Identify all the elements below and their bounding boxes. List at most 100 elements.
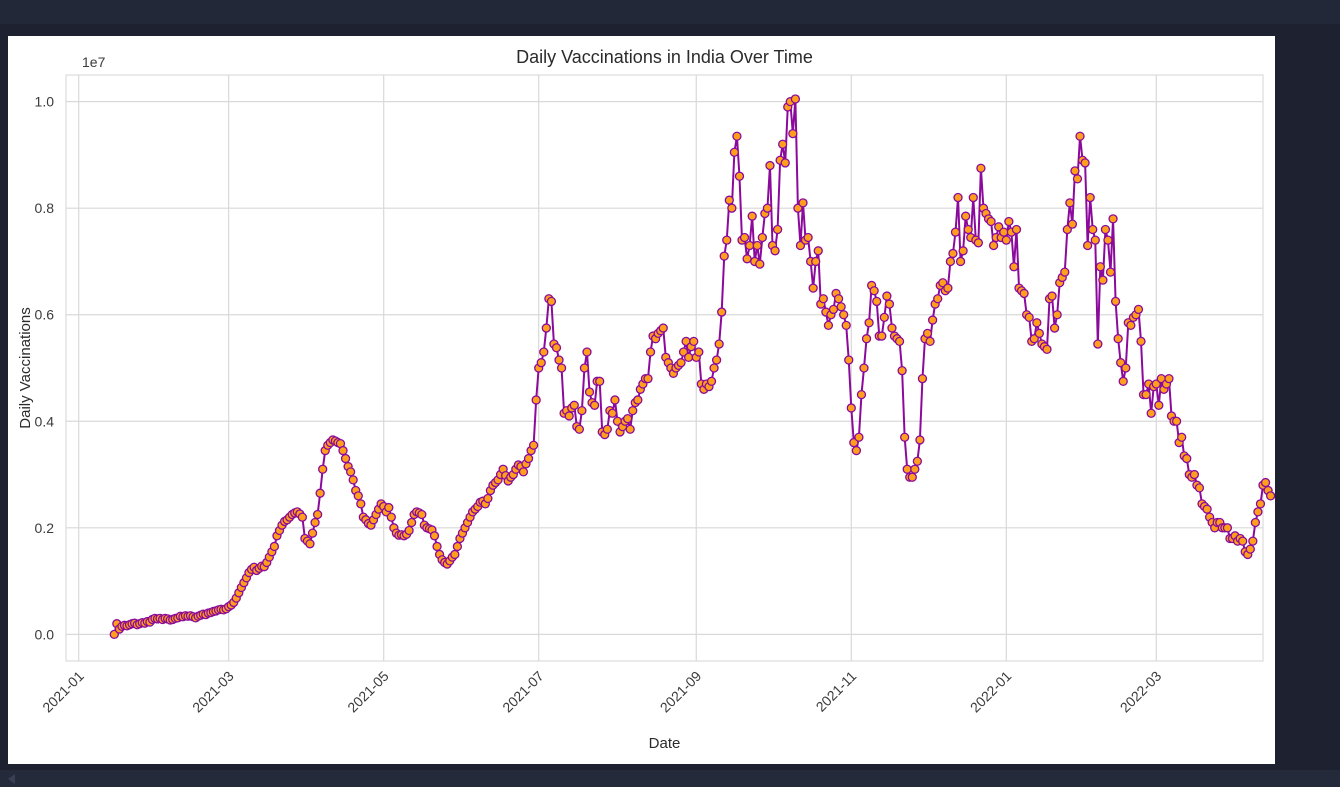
data-point	[1118, 376, 1128, 386]
data-point	[902, 464, 912, 474]
data-series	[109, 94, 1275, 640]
data-point	[356, 499, 366, 509]
data-point	[595, 376, 605, 386]
horizontal-scrollbar[interactable]	[0, 770, 1340, 787]
data-point	[1072, 174, 1083, 184]
data-point	[922, 328, 933, 339]
data-point	[384, 502, 394, 513]
data-point	[714, 339, 724, 349]
data-point	[315, 488, 325, 498]
data-point	[839, 310, 849, 320]
data-point	[709, 363, 719, 373]
data-point	[574, 424, 585, 434]
data-point	[569, 400, 579, 410]
data-point	[988, 240, 999, 251]
data-point	[722, 235, 732, 245]
data-point	[823, 320, 834, 331]
data-point	[729, 147, 740, 157]
data-point	[429, 531, 440, 541]
data-point	[551, 343, 562, 353]
data-point	[808, 283, 818, 293]
data-point	[762, 203, 773, 213]
data-point	[841, 320, 851, 331]
data-point	[310, 517, 320, 528]
y-tick-label: 0.4	[35, 413, 55, 429]
data-point	[1070, 166, 1080, 176]
data-point	[417, 509, 427, 520]
data-point	[927, 315, 938, 325]
data-point	[1113, 334, 1123, 344]
data-point	[694, 347, 704, 357]
data-point	[305, 539, 315, 549]
x-tick-label: 2021-07	[499, 668, 547, 716]
data-point	[312, 509, 323, 520]
data-point	[813, 246, 823, 256]
data-point	[1024, 312, 1034, 323]
y-axis-offset-text: 1e7	[82, 54, 106, 70]
data-point	[556, 363, 567, 373]
x-tick-label: 2021-05	[344, 668, 392, 716]
data-point	[1090, 235, 1100, 245]
data-point	[1052, 310, 1062, 320]
line-chart: 2021-01 2021-03 2021-05 2021-07 2021-09 2021-…	[17, 47, 1275, 752]
data-point	[1082, 240, 1093, 251]
data-point	[780, 158, 790, 168]
data-point	[943, 283, 953, 293]
data-point	[625, 424, 635, 434]
data-point	[683, 352, 694, 363]
data-point	[1047, 291, 1057, 301]
data-point	[1154, 400, 1164, 410]
data-point	[1194, 483, 1205, 493]
data-point	[1019, 288, 1029, 299]
data-point	[887, 323, 897, 333]
data-point	[318, 464, 328, 474]
data-point	[933, 294, 943, 304]
data-point	[879, 312, 889, 323]
data-point	[925, 336, 935, 347]
data-point	[897, 366, 907, 376]
data-point	[877, 331, 887, 341]
data-point	[577, 405, 587, 416]
data-point	[1103, 235, 1113, 245]
data-point	[1085, 192, 1095, 203]
data-point	[518, 467, 529, 477]
data-point	[1133, 304, 1144, 315]
data-point	[1177, 432, 1187, 442]
data-point	[1253, 507, 1263, 517]
data-point	[950, 227, 961, 237]
data-point	[1222, 523, 1233, 533]
data-point	[643, 373, 653, 384]
x-tick-label: 2021-01	[39, 668, 87, 716]
data-point	[689, 336, 699, 347]
scroll-left-arrow-icon[interactable]	[8, 774, 15, 784]
data-point	[1108, 214, 1118, 224]
data-point	[1255, 499, 1266, 509]
data-point	[536, 358, 546, 368]
data-point	[1034, 328, 1045, 339]
x-tick-label: 2021-11	[813, 668, 860, 715]
figure-panel: 2021-01 2021-03 2021-05 2021-07 2021-09 2021-…	[8, 36, 1275, 764]
data-point	[628, 405, 638, 416]
data-point	[1245, 544, 1255, 554]
data-point	[1105, 267, 1116, 277]
data-point	[450, 549, 460, 560]
x-tick-label: 2021-09	[657, 668, 705, 716]
data-point	[917, 373, 928, 384]
y-tick-label: 1.0	[35, 94, 55, 110]
data-point	[1146, 408, 1156, 418]
data-point	[945, 256, 956, 267]
data-point	[719, 251, 729, 261]
data-point	[1049, 323, 1060, 333]
data-point	[846, 403, 856, 413]
data-point	[844, 355, 854, 365]
data-point	[1065, 198, 1075, 208]
data-point	[752, 240, 762, 251]
data-point	[851, 445, 862, 456]
data-point	[798, 198, 808, 208]
data-point	[948, 248, 958, 259]
data-point	[770, 246, 780, 256]
x-axis-label: Date	[649, 735, 681, 752]
data-point	[658, 323, 668, 333]
data-point	[788, 128, 798, 139]
data-point	[297, 512, 308, 522]
